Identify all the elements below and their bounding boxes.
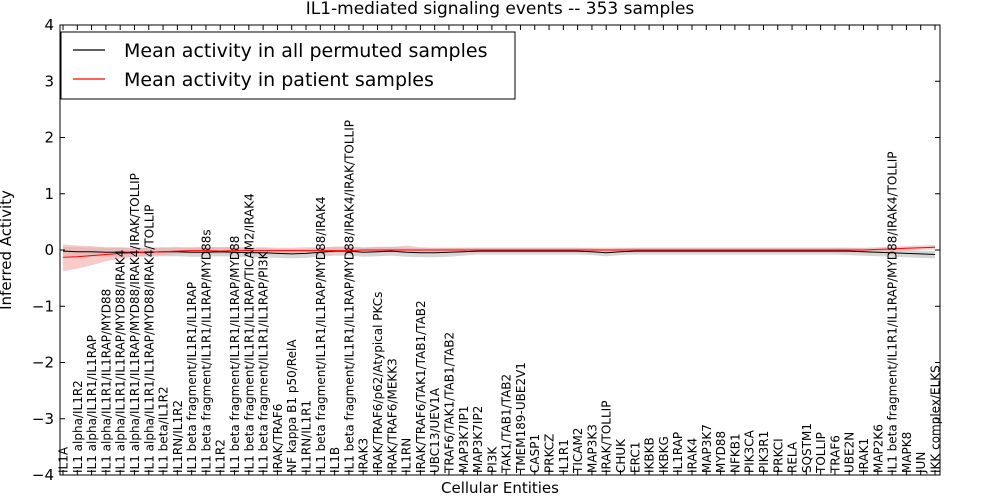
permuted-mean-line bbox=[62, 250, 936, 255]
x-tick-label: IL1 beta fragment/IL1R1/IL1RAP/TICAM2/IR… bbox=[242, 193, 256, 473]
x-tick-label: IL1 alpha/IL1R1/IL1RAP/MYD88 bbox=[99, 289, 113, 473]
x-tick-label: IRAK1 bbox=[857, 438, 871, 473]
x-tick-label: TAK1/TAB1/TAB2 bbox=[500, 374, 514, 474]
x-tick-label: MAPK8 bbox=[900, 432, 914, 473]
x-tick-label: MAP3K7 bbox=[700, 424, 714, 473]
x-tick-label: IL1 alpha/IL1R1/IL1RAP bbox=[85, 335, 99, 473]
x-tick-label: IL1 beta fragment/IL1R1/IL1RAP/PI3K bbox=[257, 250, 271, 473]
x-tick-label: IL1A bbox=[57, 446, 71, 473]
x-tick-label: PRKCI bbox=[771, 438, 785, 473]
patient-range-band bbox=[63, 244, 935, 272]
x-tick-label: PI3K bbox=[485, 446, 499, 473]
x-tick-label: IRAK/TRAF6/p62/Atypical PKCs bbox=[371, 292, 385, 473]
x-tick-label: IL1 beta fragment/IL1R1/IL1RAP/MYD88/IRA… bbox=[342, 120, 356, 473]
x-tick-label: IL1 beta fragment/IL1R1/IL1RAP/MYD88s bbox=[200, 229, 214, 473]
legend-label-patient: Mean activity in patient samples bbox=[124, 69, 434, 91]
x-tick-label: IRAK3 bbox=[357, 438, 371, 473]
x-tick-label: IRAK/TOLLIP bbox=[600, 401, 614, 473]
y-tick-label: −3 bbox=[32, 410, 54, 428]
x-tick-label: IL1B bbox=[328, 447, 342, 473]
x-tick-label: IL1 alpha/IL1R2 bbox=[71, 380, 85, 473]
x-tick-label: NFKB1 bbox=[728, 433, 742, 473]
x-tick-label: MAP3K3 bbox=[585, 424, 599, 473]
x-tick-label: CHUK bbox=[614, 438, 628, 473]
y-tick-label: 0 bbox=[44, 241, 54, 259]
x-tick-label: MAP2K6 bbox=[871, 424, 885, 473]
x-tick-label: IL1 beta fragment/IL1R1/IL1RAP/MYD88/IRA… bbox=[886, 152, 900, 473]
x-tick-label: IL1 alpha/IL1R1/IL1RAP/MYD88/IRAK4/TOLLI… bbox=[142, 205, 156, 473]
x-tick-label: IL1 alpha/IL1R1/IL1RAP/MYD88/IRAK4/IRAK/… bbox=[128, 173, 142, 473]
x-tick-label: CASP1 bbox=[528, 434, 542, 473]
x-tick-label: MAP3K7IP1 bbox=[457, 406, 471, 473]
legend-label-permuted: Mean activity in all permuted samples bbox=[124, 40, 487, 62]
x-tick-label: IKBKG bbox=[657, 436, 671, 473]
x-tick-label: IL1 beta fragment/IL1R1/IL1RAP bbox=[185, 282, 199, 473]
x-tick-label: IL1RN bbox=[400, 438, 414, 473]
y-tick-label: −4 bbox=[32, 466, 54, 484]
patient-mean-line bbox=[62, 246, 936, 258]
x-axis-label: Cellular Entities bbox=[441, 479, 559, 497]
x-tick-label: IL1 alpha/IL1R1/IL1RAP/MYD88/IRAK4 bbox=[114, 250, 128, 473]
legend: Mean activity in all permuted samples Me… bbox=[60, 31, 516, 100]
legend-box bbox=[60, 31, 516, 100]
x-tick-label: TRAF6/TAK1/TAB1/TAB2 bbox=[443, 332, 457, 474]
x-tick-label: IKK complex/ELKS bbox=[929, 365, 943, 473]
y-tick-label: 4 bbox=[44, 16, 54, 34]
x-tick-label: IRAK/TRAF6/TAK1/TAB1/TAB2 bbox=[414, 300, 428, 473]
x-tick-label: IL1RN/IL1R2 bbox=[171, 400, 185, 473]
x-tick-label: SQSTM1 bbox=[800, 423, 814, 473]
x-tick-label: RELA bbox=[786, 441, 800, 473]
x-tick-label: UBC13/UEV1A bbox=[428, 387, 442, 473]
x-tick-label: IL1RN/IL1R1 bbox=[300, 400, 314, 473]
y-tick-label: 2 bbox=[44, 129, 54, 147]
x-tick-label: TICAM2 bbox=[571, 428, 585, 474]
x-tick-label: ERC1 bbox=[628, 442, 642, 473]
x-tick-label: PIK3R1 bbox=[757, 431, 771, 473]
x-tick-label: PIK3CA bbox=[743, 429, 757, 473]
x-tick-label: TRAF6 bbox=[828, 435, 842, 474]
x-tick-label: IKBKB bbox=[643, 437, 657, 473]
x-tick-label: PRKCZ bbox=[543, 434, 557, 473]
x-tick-label: IRAK/TRAF6 bbox=[271, 404, 285, 473]
x-tick-label: IL1 beta fragment/IL1R1/IL1RAP/MYD88 bbox=[228, 236, 242, 473]
x-tick-label: NF kappa B1 p50/RelA bbox=[285, 339, 299, 473]
y-tick-label: 3 bbox=[44, 72, 54, 90]
x-tick-label: JUN bbox=[914, 452, 928, 474]
y-tick-label: −2 bbox=[32, 354, 54, 372]
x-tick-label: MAP3K7IP2 bbox=[471, 406, 485, 473]
chart-title: IL1-mediated signaling events -- 353 sam… bbox=[306, 0, 695, 19]
x-tick-label: IL1 beta fragment/IL1R1/IL1RAP/MYD88/IRA… bbox=[314, 196, 328, 473]
x-tick-label: IL1R1 bbox=[557, 439, 571, 473]
x-tick-label: TOLLIP bbox=[814, 432, 828, 474]
x-tick-label: IRAK4 bbox=[686, 438, 700, 473]
x-tick-label: MYD88 bbox=[714, 431, 728, 473]
x-tick-label: TMEM189-UBE2V1 bbox=[514, 362, 528, 474]
y-axis-label: Inferred Activity bbox=[0, 190, 15, 310]
x-tick-label: IRAK/TRAF6/MEKK3 bbox=[385, 358, 399, 473]
y-tick-label: 1 bbox=[44, 185, 54, 203]
x-tick-label: UBE2N bbox=[843, 432, 857, 473]
x-tick-label: IL1RAP bbox=[671, 432, 685, 473]
y-tick-label: −1 bbox=[32, 297, 54, 315]
x-tick-label: IL1 beta/IL1R2 bbox=[157, 386, 171, 473]
x-tick-label: IL1R2 bbox=[214, 439, 228, 473]
